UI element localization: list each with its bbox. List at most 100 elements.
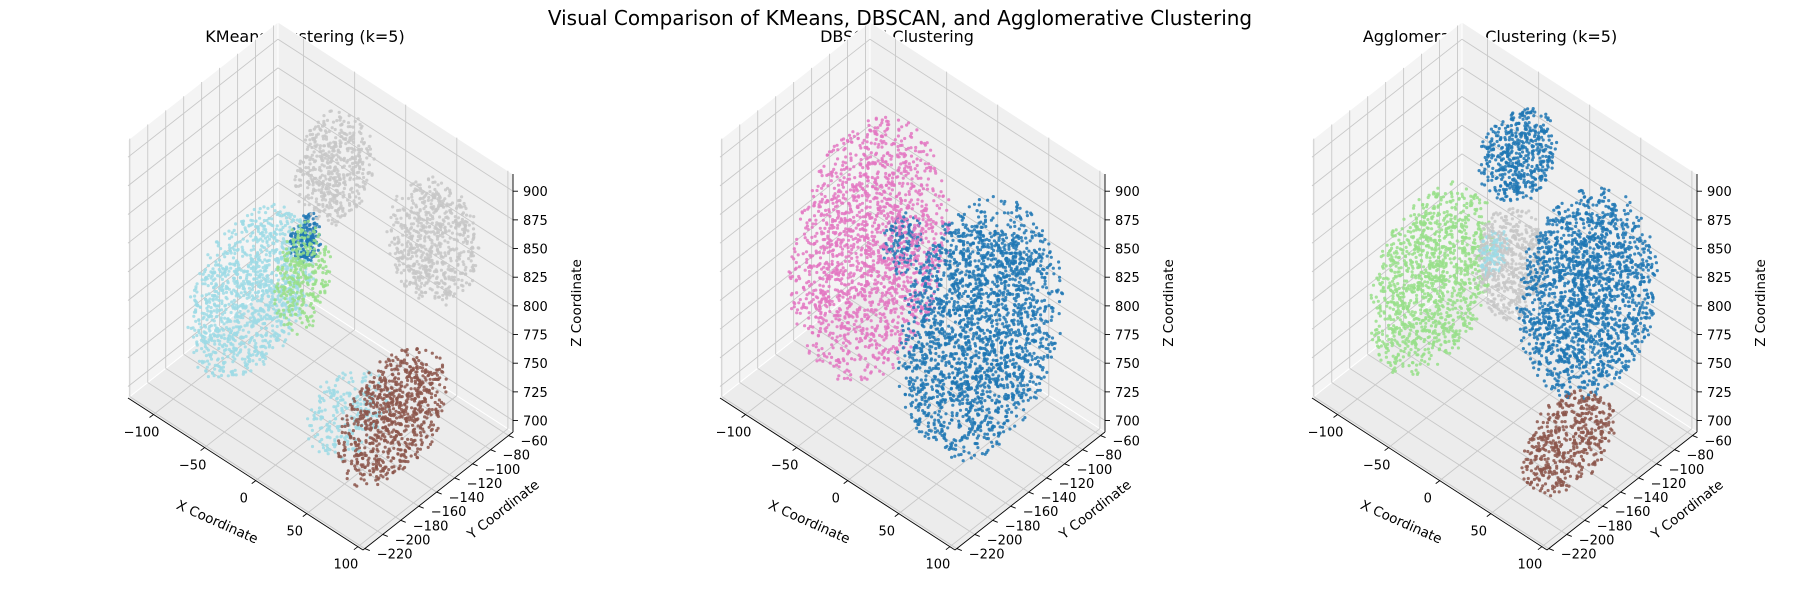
data-point [928, 282, 932, 286]
data-point [396, 447, 400, 451]
data-point [418, 447, 422, 451]
data-point [394, 220, 398, 224]
data-point [359, 451, 363, 455]
data-point [364, 402, 368, 406]
data-point [455, 204, 459, 208]
data-point [272, 307, 276, 311]
data-point [194, 300, 198, 304]
data-point [409, 247, 413, 251]
data-point [217, 375, 221, 379]
data-point [248, 253, 252, 257]
data-point [245, 293, 249, 297]
data-point [195, 282, 199, 286]
data-point [388, 252, 392, 256]
data-point [393, 214, 397, 218]
data-point [402, 208, 406, 212]
y-gridline [129, 396, 366, 549]
data-point [1058, 331, 1062, 336]
data-point [415, 455, 419, 459]
data-point [341, 173, 346, 177]
data-point [1023, 261, 1027, 265]
data-point [273, 289, 277, 294]
data-point [213, 277, 217, 281]
data-point [434, 253, 438, 257]
data-point [199, 333, 203, 337]
data-point [213, 342, 217, 346]
data-point [308, 133, 312, 137]
data-point [404, 350, 408, 354]
data-point [420, 245, 424, 249]
data-point [352, 436, 356, 441]
data-point [355, 407, 360, 412]
data-point [322, 119, 326, 123]
data-point [434, 223, 438, 227]
data-point [407, 374, 411, 378]
data-point [397, 372, 401, 376]
data-point [318, 146, 322, 150]
data-point [335, 188, 339, 193]
data-point [359, 424, 364, 428]
data-point [197, 328, 201, 332]
data-point [201, 282, 205, 286]
data-point [245, 214, 250, 218]
data-point [429, 413, 433, 417]
data-point [418, 196, 423, 201]
data-point [384, 365, 388, 370]
data-point [370, 436, 374, 440]
data-point [894, 226, 898, 230]
data-point [325, 203, 329, 208]
data-point [266, 206, 270, 210]
data-point [356, 161, 360, 165]
data-point [384, 410, 389, 414]
data-point [461, 211, 465, 215]
data-point [276, 260, 280, 264]
data-point [445, 289, 449, 294]
data-point [447, 194, 451, 198]
data-point [456, 262, 460, 266]
data-point [335, 390, 340, 394]
data-point [352, 177, 356, 181]
data-point [281, 250, 285, 254]
data-point [915, 308, 919, 312]
data-point [852, 242, 856, 246]
data-point [406, 412, 410, 416]
data-point [416, 234, 420, 239]
data-point [383, 466, 387, 471]
data-point [333, 445, 337, 449]
data-point [453, 270, 457, 274]
data-point [402, 452, 406, 456]
data-point [314, 262, 318, 266]
data-point [333, 194, 337, 199]
data-point [270, 270, 274, 275]
data-point [441, 370, 445, 374]
data-point [337, 428, 341, 433]
data-point [318, 128, 323, 132]
data-point [355, 452, 359, 456]
data-point [317, 450, 321, 454]
data-point [263, 236, 268, 240]
data-point [358, 472, 363, 476]
data-point [854, 226, 858, 230]
data-point [231, 360, 235, 364]
data-point [229, 290, 233, 294]
data-point [256, 226, 260, 231]
data-point [253, 344, 257, 348]
data-point [924, 310, 928, 314]
data-point [866, 119, 870, 123]
data-point [306, 172, 310, 176]
data-point [919, 150, 923, 154]
data-point [295, 290, 299, 295]
data-point [305, 147, 309, 151]
data-point [235, 269, 239, 274]
data-point [262, 227, 266, 231]
data-point [224, 307, 228, 312]
data-point [1035, 299, 1040, 303]
data-point [283, 272, 287, 276]
data-point [444, 254, 448, 258]
data-point [251, 353, 255, 357]
data-point [905, 123, 909, 127]
data-point [307, 263, 311, 268]
data-point [386, 387, 390, 391]
data-point [312, 206, 316, 210]
data-point [455, 238, 459, 242]
